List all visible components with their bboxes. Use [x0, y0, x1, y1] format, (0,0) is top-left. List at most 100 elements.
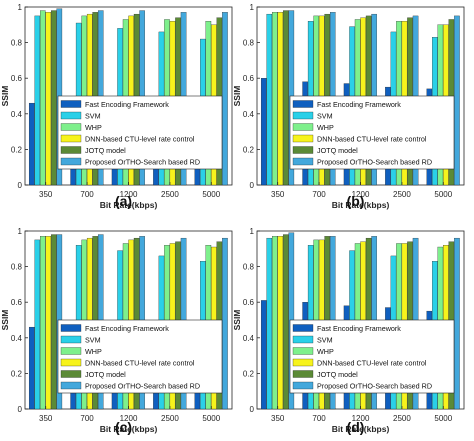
legend-swatch — [292, 335, 314, 344]
chart-panel: 0 0.2 0.4 0.6 0.8 1 SSIM 350 700 1200 2500 5000 Bit … — [232, 227, 465, 435]
y-tick-label: 0.6 — [243, 74, 255, 83]
bar — [40, 10, 46, 186]
chart-panel: 0 0.2 0.4 0.6 0.8 1 SSIM 350 700 1200 2500 5000 Bit … — [0, 227, 233, 435]
legend-entry: DNN-based CTU-level rate control — [85, 135, 195, 144]
legend-swatch — [292, 381, 314, 390]
legend-swatch — [60, 358, 82, 367]
bar — [277, 12, 284, 186]
legend-entry: WHP — [85, 347, 102, 356]
bar — [34, 15, 41, 186]
y-tick-label: 0.8 — [243, 263, 255, 272]
y-tick-label: 0.8 — [11, 263, 23, 272]
bar — [51, 234, 57, 410]
legend-box — [289, 319, 455, 394]
legend-swatch — [292, 123, 314, 131]
x-tick-label: 350 — [271, 190, 285, 199]
panel-label: (a) — [115, 193, 132, 209]
legend-swatch — [292, 134, 314, 143]
x-tick-label: 350 — [271, 414, 285, 423]
legend-entry: Fast Encoding Framework — [85, 324, 169, 333]
x-axis-label: Bit Rate(kbps) — [100, 200, 158, 210]
legend-box — [289, 95, 455, 170]
legend-swatch — [60, 100, 82, 108]
legend-entry: JOTQ model — [85, 370, 126, 379]
x-tick-label: 350 — [39, 414, 53, 423]
bar — [222, 237, 228, 410]
y-tick-label: 0.4 — [243, 110, 255, 119]
legend-entry: Fast Encoding Framework — [85, 100, 169, 109]
y-tick-label: 0 — [18, 181, 23, 190]
legend-swatch — [60, 157, 82, 166]
bar — [34, 239, 41, 410]
x-tick-label: 2500 — [161, 414, 179, 423]
legend-swatch — [292, 358, 314, 367]
legend-box — [57, 319, 223, 394]
y-tick-label: 1 — [18, 3, 23, 12]
y-tick-label: 0.2 — [11, 369, 23, 378]
bar — [260, 78, 267, 186]
y-axis-label: SSIM — [232, 310, 242, 331]
legend-entry: DNN-based CTU-level rate control — [317, 359, 427, 368]
legend-swatch — [292, 100, 314, 108]
y-tick-label: 0.8 — [243, 39, 255, 48]
y-tick-label: 0.2 — [243, 145, 255, 154]
legend-swatch — [60, 134, 82, 143]
legend-swatch — [292, 347, 314, 355]
x-axis-label: Bit Rate(kbps) — [332, 424, 390, 434]
x-tick-label: 700 — [312, 190, 326, 199]
legend: Fast Encoding Framework SVM WHP DNN-based C… — [289, 95, 455, 170]
y-tick-label: 0.4 — [11, 110, 23, 119]
y-axis-label: SSIM — [232, 86, 242, 107]
legend-entry: WHP — [85, 123, 102, 132]
x-tick-label: 5000 — [202, 414, 220, 423]
panel-label: (d) — [347, 419, 365, 435]
x-tick-label: 2500 — [393, 414, 411, 423]
legend: Fast Encoding Framework SVM WHP DNN-based C… — [57, 95, 223, 170]
legend-entry: JOTQ model — [317, 370, 358, 379]
legend-entry: Proposed OrTHO-Search based RD — [317, 158, 432, 167]
y-tick-label: 0.8 — [11, 39, 23, 48]
x-tick-label: 700 — [312, 414, 326, 423]
x-tick-label: 1200 — [120, 190, 138, 199]
x-tick-label: 700 — [80, 190, 94, 199]
legend-entry: Fast Encoding Framework — [317, 324, 401, 333]
bar — [272, 12, 278, 186]
chart-panel: 0 0.2 0.4 0.6 0.8 1 SSIM 350 700 1200 2500 5000 Bit … — [232, 3, 465, 210]
x-tick-label: 5000 — [434, 190, 452, 199]
y-tick-label: 0.2 — [243, 369, 255, 378]
legend-entry: WHP — [317, 123, 334, 132]
legend-swatch — [292, 111, 314, 120]
panel-label: (b) — [347, 193, 365, 209]
bar — [222, 12, 228, 186]
panel-label: (c) — [115, 419, 132, 435]
legend-entry: SVM — [317, 336, 333, 345]
y-axis-label: SSIM — [0, 310, 10, 331]
x-axis-label: Bit Rate(kbps) — [100, 424, 158, 434]
bar — [45, 12, 52, 186]
x-tick-label: 5000 — [202, 190, 220, 199]
legend-swatch — [60, 111, 82, 120]
legend-swatch — [292, 157, 314, 166]
legend-entry: JOTQ model — [85, 146, 126, 155]
legend-swatch — [292, 324, 314, 332]
x-tick-label: 700 — [80, 414, 94, 423]
y-tick-label: 0.6 — [11, 74, 23, 83]
y-tick-label: 0 — [18, 405, 23, 414]
legend-entry: Proposed OrTHO-Search based RD — [85, 158, 200, 167]
x-tick-label: 1200 — [352, 414, 370, 423]
legend-swatch — [60, 335, 82, 344]
chart-panel: 0 0.2 0.4 0.6 0.8 1 SSIM 350 700 1200 2500 5000 Bit … — [0, 3, 233, 210]
bar — [277, 236, 284, 410]
legend: Fast Encoding Framework SVM WHP DNN-based C… — [289, 319, 455, 394]
y-tick-label: 0.4 — [11, 334, 23, 343]
bar — [266, 13, 273, 186]
x-tick-label: 1200 — [120, 414, 138, 423]
legend-swatch — [60, 347, 82, 355]
bar — [28, 102, 35, 186]
y-tick-label: 1 — [18, 227, 23, 236]
legend-box — [57, 95, 223, 170]
y-tick-label: 0 — [250, 405, 255, 414]
legend-swatch — [292, 370, 314, 378]
x-tick-label: 2500 — [161, 190, 179, 199]
bar — [454, 15, 460, 186]
